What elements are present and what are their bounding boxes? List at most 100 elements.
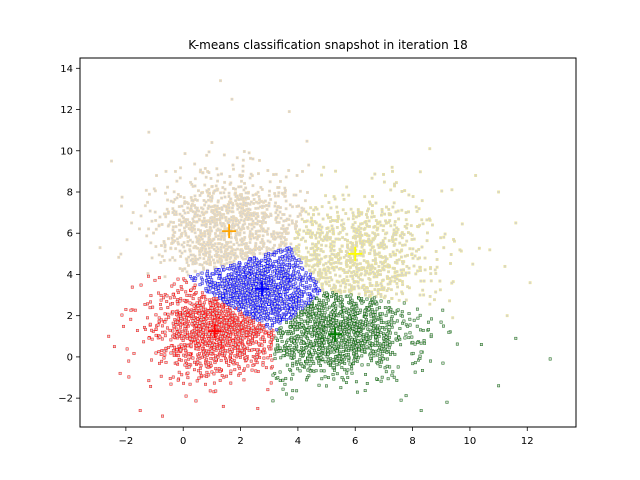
data-point <box>352 270 356 273</box>
data-point <box>202 199 206 202</box>
data-point <box>380 284 384 288</box>
data-point <box>332 350 336 354</box>
data-point <box>287 110 291 114</box>
data-point <box>225 374 228 378</box>
data-point <box>359 308 362 312</box>
data-point <box>400 208 404 212</box>
data-point <box>247 260 251 264</box>
data-point <box>174 323 178 327</box>
data-point <box>299 362 303 366</box>
data-point <box>314 323 317 327</box>
data-point <box>212 357 215 361</box>
data-point <box>257 245 261 249</box>
data-point <box>433 298 436 302</box>
data-point <box>241 329 245 333</box>
data-point <box>216 237 220 241</box>
data-point <box>442 324 445 328</box>
data-point <box>248 241 252 245</box>
data-point <box>219 237 223 241</box>
data-point <box>225 258 228 262</box>
data-point <box>252 198 256 201</box>
data-point <box>379 223 383 227</box>
data-point <box>380 262 384 266</box>
data-point <box>442 246 446 250</box>
data-point <box>390 238 394 242</box>
data-point <box>232 167 235 171</box>
data-point <box>204 297 208 301</box>
data-point <box>334 355 337 359</box>
data-point <box>197 217 201 221</box>
data-point <box>320 377 324 381</box>
data-point <box>229 236 233 240</box>
data-point <box>376 341 379 345</box>
data-point <box>229 197 233 201</box>
data-point <box>388 343 392 347</box>
data-point <box>268 189 272 193</box>
data-point <box>237 221 241 224</box>
data-point <box>239 218 243 222</box>
data-point <box>332 365 336 369</box>
data-point <box>219 245 223 249</box>
data-point <box>360 363 364 367</box>
data-point <box>396 308 400 312</box>
data-point <box>346 307 349 311</box>
data-point <box>250 222 254 226</box>
data-point <box>217 303 221 307</box>
data-point <box>296 263 300 267</box>
data-point <box>326 276 330 280</box>
data-point <box>343 362 347 365</box>
data-point <box>112 345 116 349</box>
data-point <box>249 200 253 204</box>
data-point <box>175 179 179 183</box>
data-point <box>374 219 378 223</box>
data-point <box>159 307 163 311</box>
data-point <box>267 204 271 208</box>
data-point <box>235 254 238 258</box>
data-point <box>389 352 392 356</box>
data-point <box>166 312 170 316</box>
data-point <box>318 223 322 227</box>
data-point <box>257 172 260 176</box>
data-point <box>395 226 399 230</box>
data-point <box>376 316 380 320</box>
data-point <box>180 204 184 208</box>
data-point <box>276 376 280 380</box>
data-point <box>202 216 206 220</box>
data-point <box>383 294 387 298</box>
data-point <box>201 350 205 354</box>
data-point <box>296 270 300 274</box>
data-point <box>177 205 181 209</box>
data-point <box>343 271 347 275</box>
data-point <box>309 305 313 308</box>
data-point <box>393 279 397 283</box>
data-point <box>402 233 406 236</box>
data-point <box>313 268 317 272</box>
data-point <box>304 210 308 214</box>
data-point <box>381 287 384 291</box>
data-point <box>302 256 306 260</box>
data-point <box>120 313 124 317</box>
data-point <box>279 216 283 220</box>
data-point <box>310 223 314 226</box>
data-point <box>261 211 265 215</box>
data-point <box>471 262 475 266</box>
data-point <box>343 368 347 372</box>
data-point <box>187 357 190 361</box>
data-point <box>371 204 374 207</box>
data-point <box>339 284 343 288</box>
data-point <box>325 227 329 230</box>
data-point <box>177 242 180 246</box>
data-point <box>427 320 430 324</box>
data-point <box>192 220 196 223</box>
data-point <box>217 228 221 232</box>
data-point <box>218 378 222 382</box>
data-point <box>421 328 425 332</box>
data-point <box>279 179 282 183</box>
data-point <box>363 195 367 199</box>
data-point <box>186 202 190 206</box>
data-point <box>333 197 337 201</box>
data-point <box>184 224 188 228</box>
data-point <box>285 353 289 356</box>
data-point <box>330 247 334 251</box>
data-point <box>376 233 380 237</box>
